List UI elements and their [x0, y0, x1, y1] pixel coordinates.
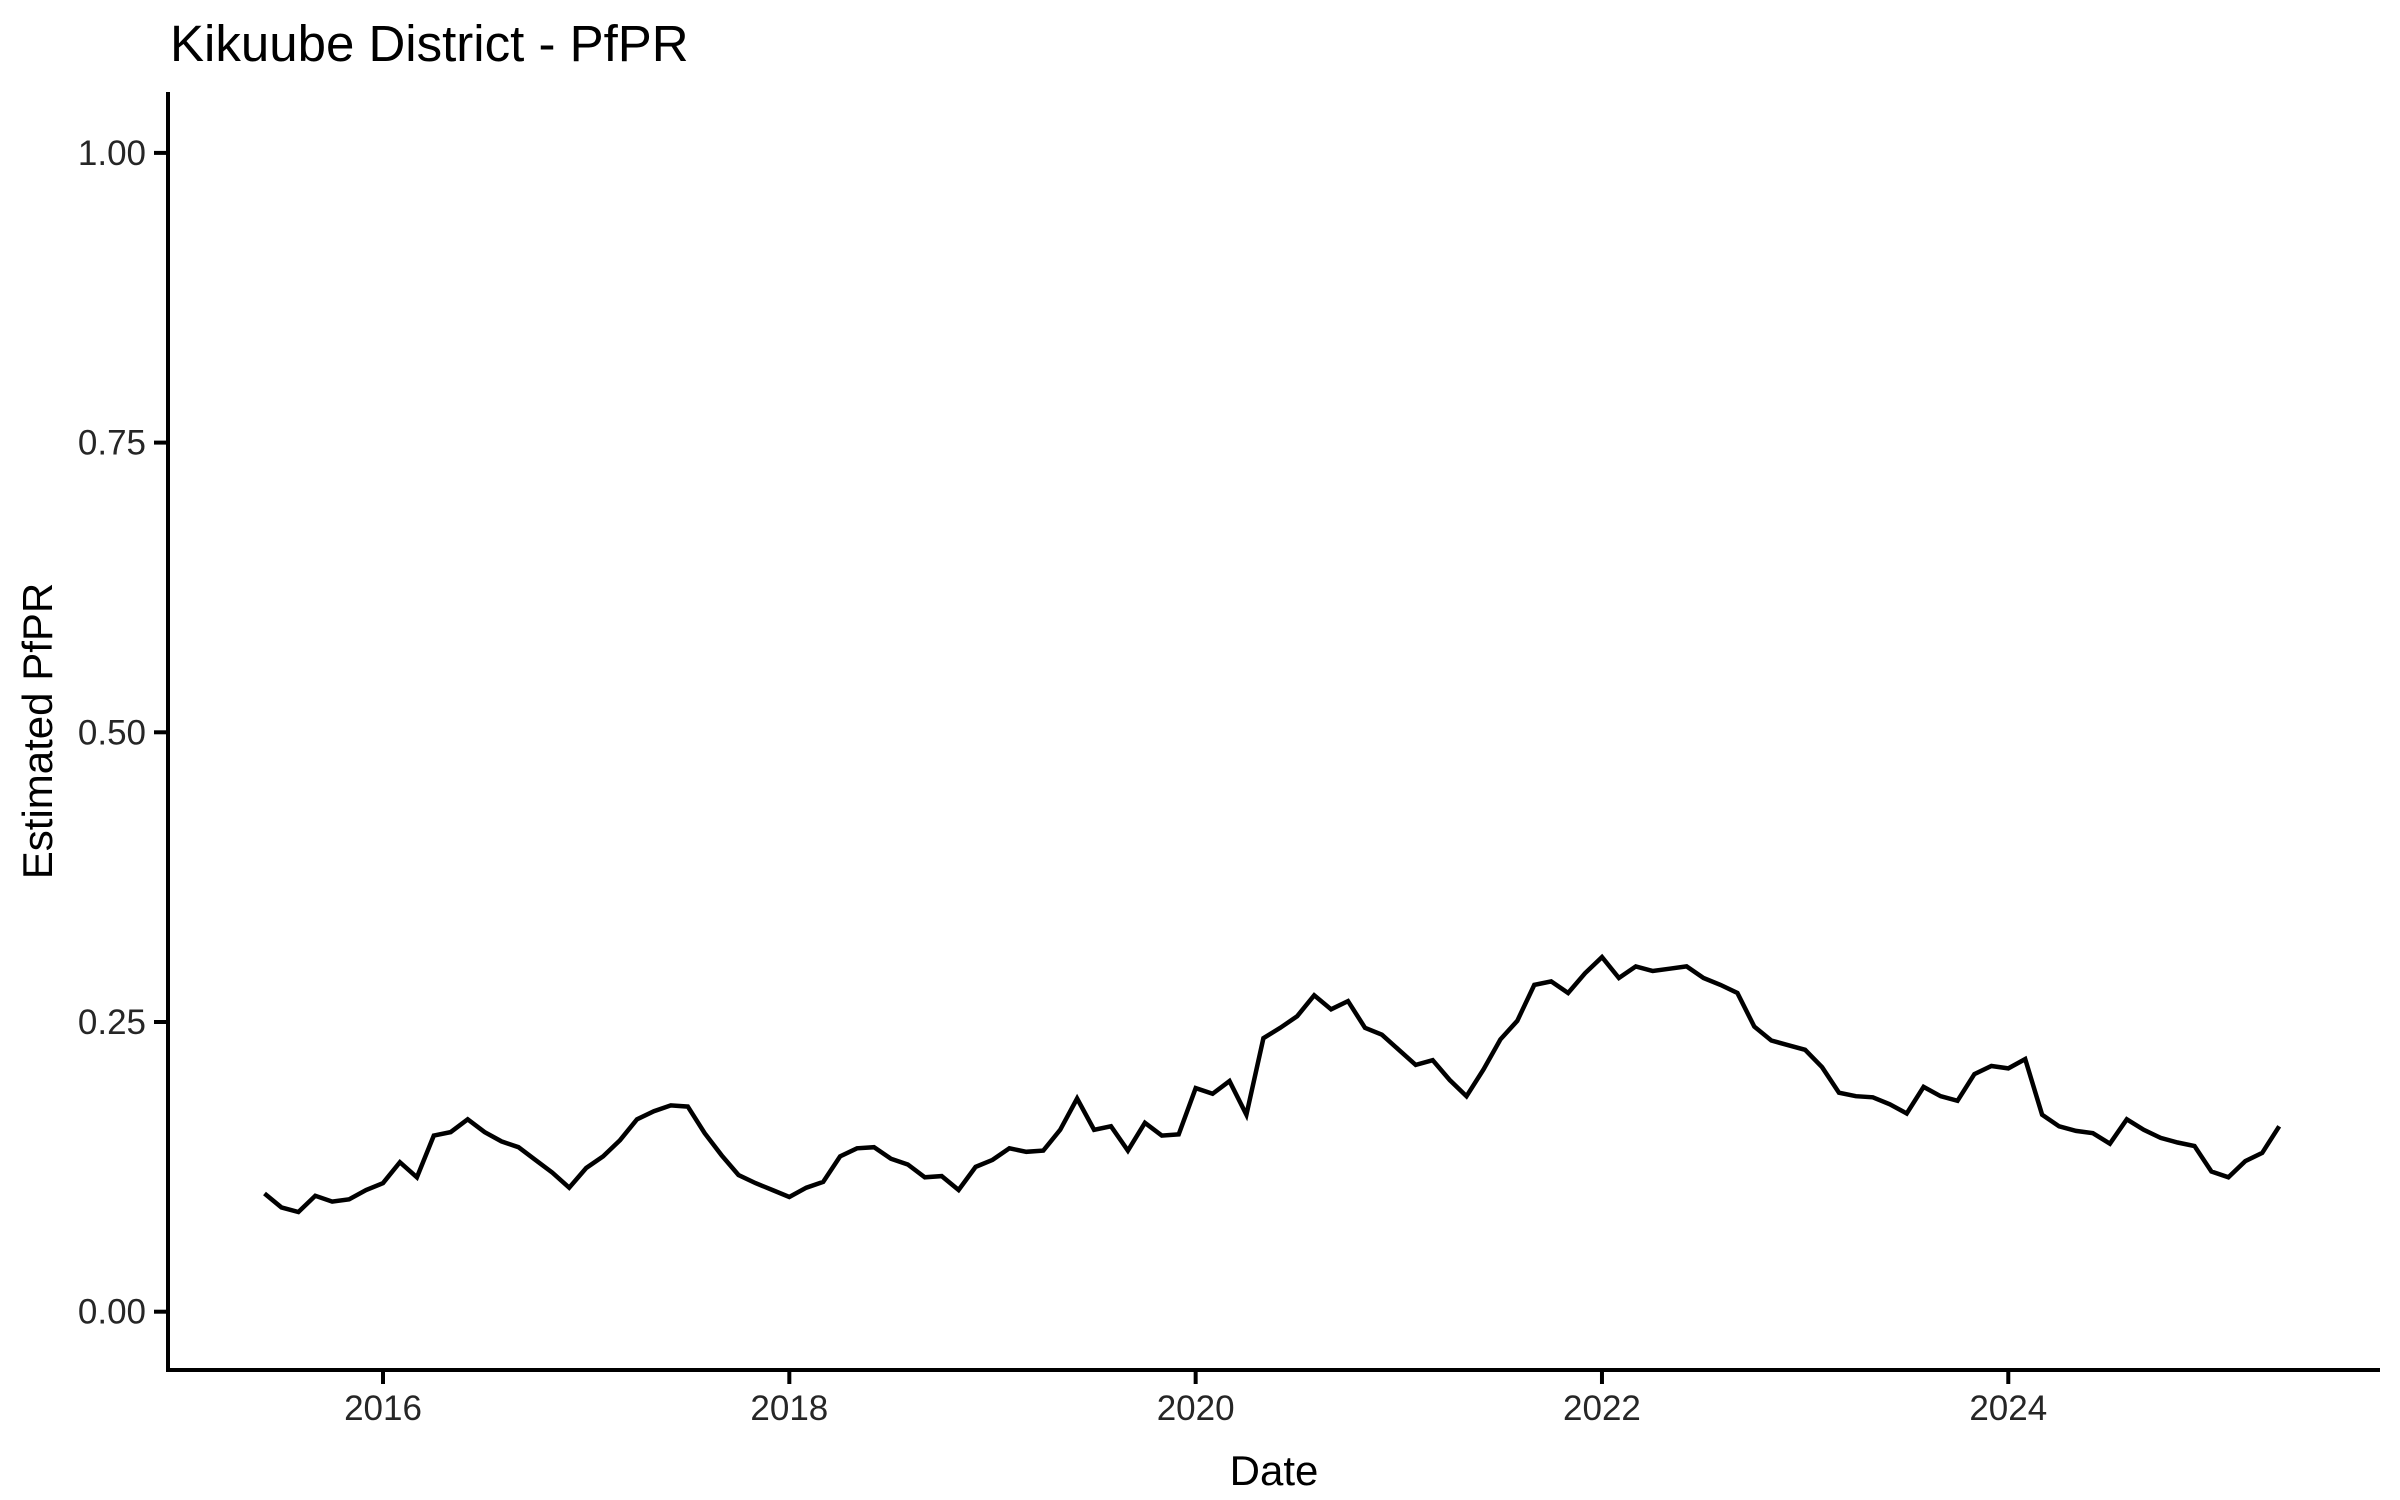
x-tick-label: 2022 [1563, 1389, 1641, 1428]
x-tick-label: 2018 [750, 1389, 828, 1428]
pfpr-line [263, 953, 2282, 1215]
x-tick-label: 2024 [1969, 1389, 2047, 1428]
series-layer [263, 953, 2282, 1215]
y-tick-label: 0.50 [78, 713, 146, 752]
axes: 0.00 0.25 0.50 0.75 1.00 2016 2018 2020 2022 2024 [78, 92, 2380, 1428]
x-tick-label: 2020 [1157, 1389, 1235, 1428]
y-tick-label: 0.25 [78, 1003, 146, 1042]
y-axis-title: Estimated PfPR [14, 583, 61, 879]
chart-title: Kikuube District - PfPR [170, 15, 689, 72]
y-tick-label: 0.00 [78, 1293, 146, 1332]
y-tick-label: 1.00 [78, 134, 146, 173]
x-axis-title: Date [1230, 1447, 1319, 1494]
y-tick-label: 0.75 [78, 424, 146, 463]
x-tick-label: 2016 [344, 1389, 422, 1428]
